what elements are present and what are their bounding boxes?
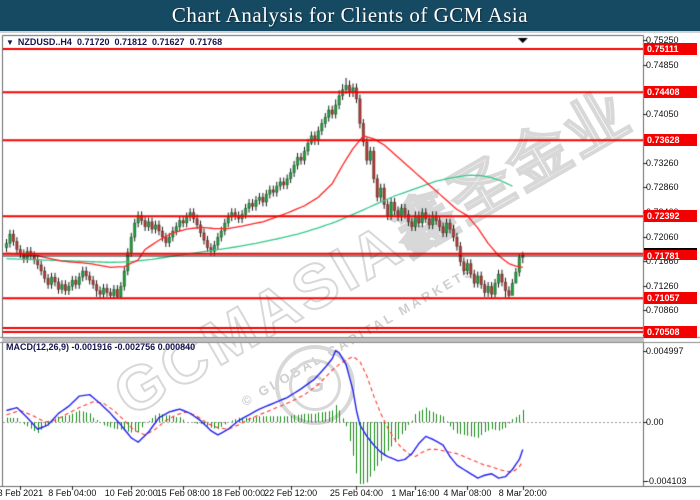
price-level-red-label: 0.75111 xyxy=(644,43,697,55)
time-axis-label: 8 Mar 20:00 xyxy=(498,488,547,498)
ohlc-close: 0.71768 xyxy=(189,37,223,47)
price-axis-label: 0.74050 xyxy=(646,109,679,120)
page-title: Chart Analysis for Clients of GCM Asia xyxy=(171,3,529,27)
price-axis-label: 0.71260 xyxy=(646,280,679,291)
macd-scale-label: -0.004103 xyxy=(646,476,687,487)
price-level-red-label: 0.73628 xyxy=(644,134,697,147)
title-bar: Chart Analysis for Clients of GCM Asia xyxy=(0,0,700,33)
price-axis-label: 0.74850 xyxy=(646,60,679,71)
time-axis-label: 15 Feb 08:00 xyxy=(156,488,210,498)
price-level-red-label: 0.74408 xyxy=(644,86,697,99)
ohlc-high: 0.71812 xyxy=(114,37,148,47)
ohlc-open: 0.71720 xyxy=(76,37,110,47)
price-axis-label: 0.71660 xyxy=(646,256,679,266)
price-level-red-label: 0.71057 xyxy=(644,292,697,305)
time-axis-label: 10 Feb 20:00 xyxy=(104,488,158,498)
price-axis-label: 0.73260 xyxy=(646,157,679,168)
time-axis-label: 3 Feb 2021 xyxy=(0,488,44,498)
price-axis-label: 0.72060 xyxy=(646,231,679,242)
macd-label: MACD(12,26,9) -0.001916 -0.002756 0.0008… xyxy=(6,342,196,352)
macd-scale-label: 0.00 xyxy=(646,417,664,427)
price-level-red-label: 0.72392 xyxy=(644,210,697,223)
time-axis-label: 22 Feb 12:00 xyxy=(264,488,318,498)
price-axis-label: 0.72860 xyxy=(646,182,679,193)
time-axis-label: 8 Feb 04:00 xyxy=(48,488,97,498)
time-axis-label: 18 Feb 00:00 xyxy=(212,488,266,498)
price-level-red-label: 0.70508 xyxy=(644,325,697,338)
symbol-header[interactable]: ▼ NZDUSD..H4 0.71720 0.71812 0.71627 0.71768 xyxy=(6,37,227,47)
time-axis-label: 4 Mar 08:00 xyxy=(443,488,492,498)
macd-scale-label: 0.004997 xyxy=(646,346,684,356)
symbol-period-label: NZDUSD..H4 xyxy=(17,37,72,47)
price-level-red-label: 0.71781 xyxy=(644,247,697,261)
chevron-down-icon[interactable]: ▼ xyxy=(6,38,14,47)
time-axis-label: 1 Mar 16:00 xyxy=(391,488,440,498)
price-axis-label: 0.70860 xyxy=(646,305,679,316)
time-axis-label: 25 Feb 04:00 xyxy=(329,488,383,498)
price-axis-label: 0.75250 xyxy=(646,35,679,46)
ohlc-low: 0.71627 xyxy=(152,37,185,47)
